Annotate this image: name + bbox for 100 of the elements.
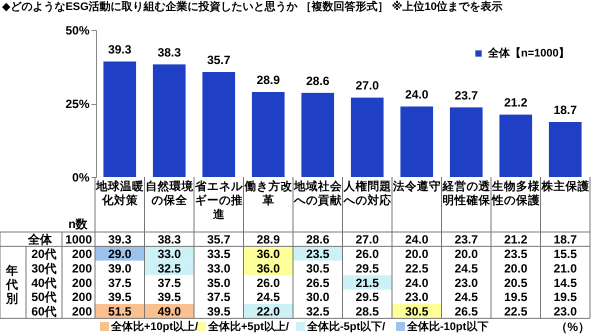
data-label: 29.5 bbox=[356, 261, 380, 276]
x-tick-label: 省エネルギーの推進 bbox=[194, 179, 244, 221]
bar bbox=[202, 72, 236, 177]
data-label: 26.0 bbox=[256, 276, 280, 290]
data-label: 39.5 bbox=[207, 304, 231, 319]
text: （%） bbox=[555, 320, 590, 334]
data-label: 22.0 bbox=[256, 304, 280, 319]
data-label: 24.0 bbox=[405, 276, 429, 290]
bar bbox=[548, 122, 582, 177]
data-label: 30.5 bbox=[306, 261, 330, 276]
data-label: 22.5 bbox=[504, 304, 528, 319]
data-label: 20.5 bbox=[504, 276, 528, 290]
bar bbox=[499, 114, 532, 177]
bar bbox=[152, 64, 186, 177]
y-tick-label: 0% bbox=[72, 170, 90, 184]
data-label: 26.5 bbox=[454, 304, 478, 319]
y-tick-label: 60代 bbox=[31, 304, 57, 319]
data-label: 20.0 bbox=[454, 247, 478, 261]
text: 全体比+5pt以上/ bbox=[207, 320, 289, 333]
data-label: 30.5 bbox=[405, 304, 429, 319]
data-label: 28.9 bbox=[256, 232, 280, 247]
data-label: 15.5 bbox=[554, 247, 578, 261]
data-label: 24.5 bbox=[454, 261, 478, 276]
bar bbox=[252, 92, 285, 177]
x-tick-label: 株主保護 bbox=[540, 179, 590, 193]
data-label: 28.9 bbox=[256, 73, 280, 88]
y2-tick-label: 200 bbox=[72, 304, 92, 319]
y-tick-label: 20代 bbox=[31, 247, 57, 261]
data-label: 36.0 bbox=[256, 261, 280, 276]
data-label: 37.5 bbox=[207, 290, 231, 304]
y2-tick-label: 200 bbox=[72, 247, 92, 261]
data-label: 38.3 bbox=[158, 45, 182, 60]
text: 全体比+10pt以上/ bbox=[110, 320, 198, 333]
y2-tick-label: 200 bbox=[72, 290, 92, 304]
data-label: 37.5 bbox=[108, 276, 132, 290]
x-tick-label: 人権問題への対応 bbox=[342, 179, 392, 207]
data-label: 33.0 bbox=[207, 261, 231, 276]
data-label: 23.0 bbox=[554, 304, 578, 319]
x-tick-label: 経営の透明性確保 bbox=[441, 179, 492, 207]
chart-title: ◆どのようなESG活動に取り組む企業に投資したいと思うか ［複数回答形式］ ※上位10位までを表示 bbox=[2, 0, 503, 13]
data-label: 22.5 bbox=[405, 261, 429, 276]
data-label: 39.3 bbox=[108, 232, 132, 247]
x-tick-label: 働き方改革 bbox=[243, 179, 294, 207]
data-label: 33.5 bbox=[207, 247, 231, 261]
data-label: 19.5 bbox=[554, 290, 578, 304]
data-label: 24.5 bbox=[256, 290, 280, 304]
y2-tick-label: 1000 bbox=[65, 232, 92, 247]
data-label: 21.0 bbox=[554, 261, 578, 276]
data-label: 24.0 bbox=[405, 232, 429, 247]
bar bbox=[103, 61, 136, 177]
bar bbox=[350, 98, 384, 177]
bar bbox=[450, 107, 483, 177]
x-tick-label: 地球温暖化対策 bbox=[94, 179, 144, 207]
data-label: 38.3 bbox=[158, 232, 182, 247]
data-label: 21.5 bbox=[356, 276, 380, 290]
data-label: 32.5 bbox=[158, 261, 182, 276]
data-label: 19.5 bbox=[504, 290, 528, 304]
data-label: 23.7 bbox=[454, 88, 478, 102]
data-label: 36.0 bbox=[256, 247, 280, 261]
data-label: 18.7 bbox=[554, 232, 578, 247]
data-label: 29.0 bbox=[108, 247, 132, 261]
data-label: 24.5 bbox=[454, 290, 478, 304]
data-label: 39.5 bbox=[108, 290, 132, 304]
y-tick-label: 30代 bbox=[31, 261, 57, 276]
y2-axis-title: n数 bbox=[68, 217, 89, 231]
data-label: 21.2 bbox=[504, 96, 528, 110]
data-label: 18.7 bbox=[554, 103, 578, 118]
data-label: 26.0 bbox=[356, 247, 380, 261]
y2-tick-label: 200 bbox=[72, 276, 92, 290]
data-label: 26.5 bbox=[306, 276, 330, 290]
data-label: 28.6 bbox=[306, 74, 330, 88]
x-tick-label: 生物多様性の保護 bbox=[490, 179, 541, 207]
data-label: 24.0 bbox=[405, 87, 429, 102]
data-label: 23.5 bbox=[306, 247, 330, 261]
data-label: 20.0 bbox=[405, 247, 429, 261]
y-tick-label: 25% bbox=[65, 97, 90, 111]
data-label: 28.5 bbox=[356, 304, 380, 319]
data-label: 23.0 bbox=[454, 276, 478, 290]
data-label: 23.7 bbox=[454, 232, 478, 247]
data-label: 21.2 bbox=[504, 232, 528, 247]
data-label: 28.6 bbox=[306, 232, 330, 247]
legend-label: 全体【n=1000】 bbox=[487, 46, 570, 60]
data-label: 39.5 bbox=[158, 290, 182, 304]
text: 全体比-10pt以下 bbox=[406, 320, 488, 333]
y-tick-label: 50代 bbox=[31, 290, 57, 304]
data-label: 37.5 bbox=[158, 276, 182, 290]
data-label: 23.5 bbox=[504, 247, 528, 261]
data-label: 35.7 bbox=[207, 232, 231, 247]
data-label: 33.0 bbox=[158, 247, 182, 261]
data-label: 30.0 bbox=[306, 290, 330, 304]
text: 年代別 bbox=[5, 263, 18, 306]
y-tick-label: 全体 bbox=[27, 232, 53, 247]
data-label: 20.0 bbox=[504, 261, 528, 276]
data-label: 27.0 bbox=[356, 232, 380, 247]
y2-tick-label: 200 bbox=[72, 261, 92, 276]
y-tick-label: 50% bbox=[65, 24, 90, 38]
bar bbox=[301, 92, 334, 177]
data-label: 29.5 bbox=[356, 290, 380, 304]
x-tick-label: 法令遵守 bbox=[392, 179, 441, 193]
bar bbox=[400, 106, 434, 177]
